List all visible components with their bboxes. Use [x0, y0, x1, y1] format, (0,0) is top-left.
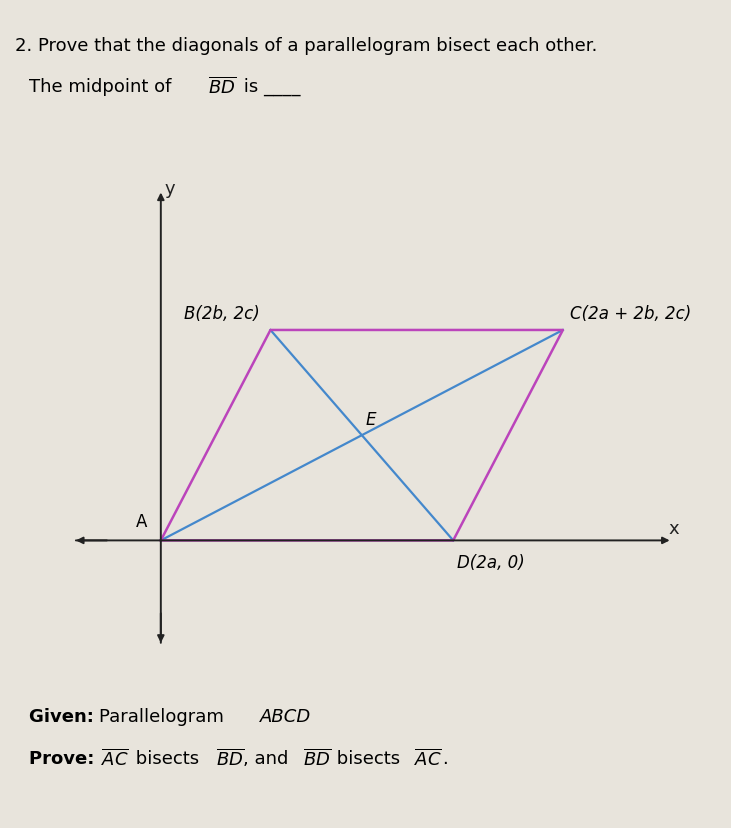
Text: bisects: bisects: [130, 749, 205, 767]
Text: D(2a, 0): D(2a, 0): [457, 553, 525, 571]
Text: .: .: [442, 749, 448, 767]
Text: $\overline{AC}$: $\overline{AC}$: [414, 747, 442, 768]
Text: C(2a + 2b, 2c): C(2a + 2b, 2c): [570, 304, 692, 322]
Text: $\overline{BD}$: $\overline{BD}$: [216, 747, 244, 768]
Text: $\overline{BD}$: $\overline{BD}$: [208, 76, 237, 98]
Text: $\overline{BD}$: $\overline{BD}$: [303, 747, 332, 768]
Text: is ____: is ____: [238, 78, 300, 96]
Text: $\overline{AC}$: $\overline{AC}$: [101, 747, 129, 768]
Text: , and: , and: [243, 749, 295, 767]
Text: B(2b, 2c): B(2b, 2c): [183, 304, 260, 322]
Text: y: y: [164, 180, 175, 197]
Text: The midpoint of: The midpoint of: [29, 78, 178, 96]
Text: Given:: Given:: [29, 707, 100, 725]
Text: x: x: [669, 519, 680, 537]
Text: 2. Prove that the diagonals of a parallelogram bisect each other.: 2. Prove that the diagonals of a paralle…: [15, 36, 597, 55]
Text: Prove:: Prove:: [29, 749, 101, 767]
Text: bisects: bisects: [331, 749, 406, 767]
Text: E: E: [366, 411, 376, 429]
Text: A: A: [136, 513, 148, 530]
Text: ABCD: ABCD: [260, 707, 311, 725]
Text: Parallelogram: Parallelogram: [99, 707, 230, 725]
